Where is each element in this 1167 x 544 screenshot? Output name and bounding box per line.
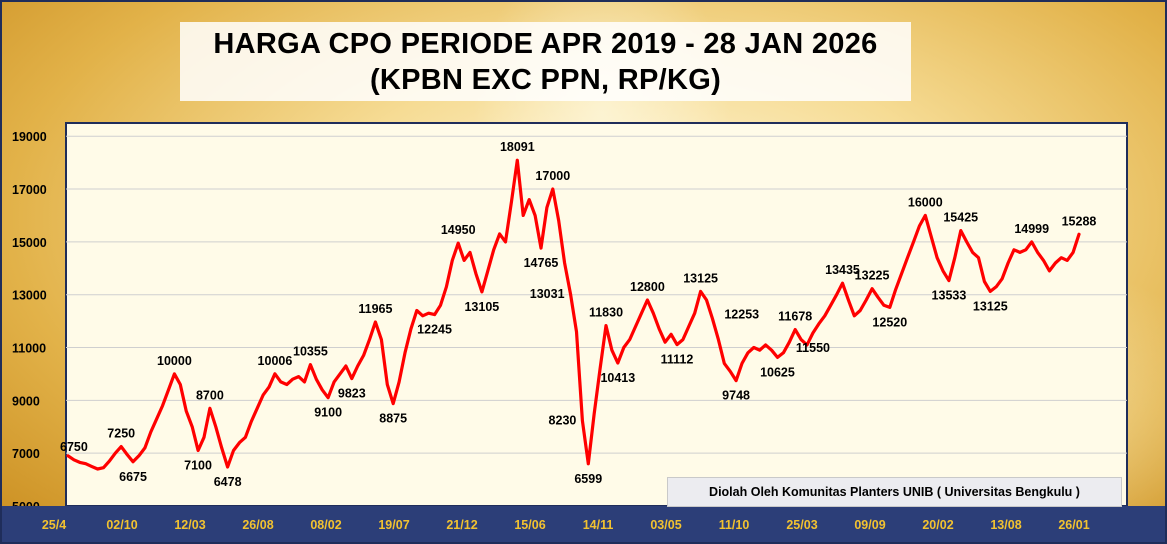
series-line (66, 158, 1081, 471)
y-tick-label: 15000 (12, 236, 47, 250)
data-label: 14999 (1014, 222, 1049, 236)
x-tick-label: 21/12 (446, 518, 477, 532)
data-label: 11830 (589, 306, 623, 320)
x-tick-label: 20/02 (922, 518, 953, 532)
y-tick-label: 13000 (12, 289, 47, 303)
data-label: 13125 (683, 271, 718, 285)
data-label: 13031 (530, 287, 565, 301)
data-label: 13225 (855, 269, 890, 283)
data-label: 9823 (338, 387, 366, 401)
data-label: 8700 (196, 388, 224, 402)
y-tick-label: 17000 (12, 183, 47, 197)
data-label: 16000 (908, 195, 943, 209)
data-label: 12245 (417, 323, 452, 337)
data-label: 14950 (441, 223, 476, 237)
y-tick-label: 7000 (12, 447, 40, 461)
data-label: 10413 (600, 371, 635, 385)
x-axis-ticks: 25/4 02/10 12/03 26/08 08/02 19/07 21/12 15/06 1… (42, 518, 1090, 532)
data-label: 10625 (760, 365, 795, 379)
y-tick-label: 19000 (12, 130, 47, 144)
chart-subtitle: (KPBN EXC PPN, RP/KG) (369, 64, 722, 96)
data-label: 6750 (60, 440, 88, 454)
data-label: 13435 (825, 263, 860, 277)
title-panel: HARGA CPO PERIODE APR 2019 - 28 JAN 2026… (180, 22, 911, 101)
data-label: 8230 (549, 414, 577, 428)
credit-text: Diolah Oleh Komunitas Planters UNIB ( Un… (709, 485, 1080, 499)
data-label: 15425 (943, 211, 978, 225)
data-label: 10006 (258, 354, 293, 368)
x-tick-label: 02/10 (106, 518, 137, 532)
data-label: 11550 (796, 341, 830, 355)
x-tick-label: 25/03 (786, 518, 817, 532)
x-tick-label: 15/06 (514, 518, 545, 532)
data-label: 9748 (722, 389, 750, 403)
data-label: 14765 (524, 256, 559, 270)
credit-panel: Diolah Oleh Komunitas Planters UNIB ( Un… (667, 477, 1122, 507)
data-label: 6599 (574, 472, 602, 486)
price-series (66, 158, 1081, 471)
gridlines (66, 135, 1127, 454)
data-label: 11678 (778, 310, 812, 324)
x-tick-label: 25/4 (42, 518, 66, 532)
x-tick-label: 19/07 (378, 518, 409, 532)
data-label: 11965 (358, 302, 392, 316)
data-label: 9100 (314, 406, 342, 420)
data-label: 12253 (724, 307, 759, 321)
x-tick-label: 14/11 (583, 518, 614, 532)
data-label: 10000 (157, 354, 192, 368)
data-label: 15288 (1062, 214, 1097, 228)
x-tick-label: 26/01 (1058, 518, 1089, 532)
data-label: 7250 (107, 427, 135, 441)
y-axis-ticks: 5000700090001100013000150001700019000 (12, 130, 47, 514)
x-tick-label: 03/05 (650, 518, 681, 532)
x-tick-label: 09/09 (854, 518, 885, 532)
data-label: 17000 (535, 169, 570, 183)
data-label: 18091 (500, 140, 535, 154)
data-label: 13125 (973, 299, 1008, 313)
data-label: 8875 (379, 412, 407, 426)
data-label: 7100 (184, 459, 212, 473)
data-label: 13105 (464, 300, 499, 314)
x-tick-label: 13/08 (990, 518, 1021, 532)
data-label: 13533 (932, 289, 967, 303)
data-label: 11112 (661, 353, 694, 367)
y-tick-label: 9000 (12, 394, 40, 408)
data-label: 6478 (214, 475, 242, 489)
x-tick-label: 11/10 (719, 518, 750, 532)
x-tick-label: 08/02 (310, 518, 341, 532)
x-tick-label: 12/03 (174, 518, 205, 532)
data-label: 12800 (630, 280, 665, 294)
x-axis-band (2, 506, 1165, 542)
plot-area (65, 122, 1128, 507)
chart-title: HARGA CPO PERIODE APR 2019 - 28 JAN 2026 (213, 28, 878, 60)
data-label: 6675 (119, 470, 147, 484)
data-label: 10355 (293, 345, 328, 359)
data-label: 12520 (872, 315, 907, 329)
x-tick-label: 26/08 (242, 518, 273, 532)
y-tick-label: 11000 (12, 342, 46, 356)
